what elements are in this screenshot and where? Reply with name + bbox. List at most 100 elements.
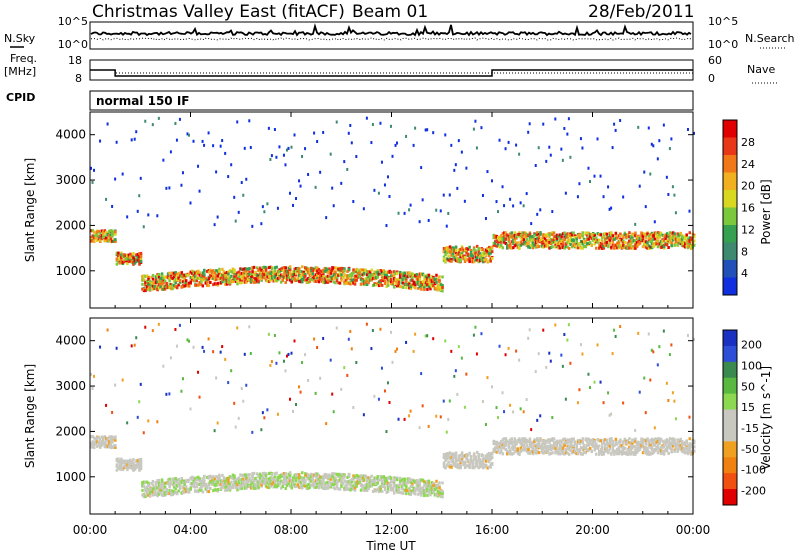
power-cell: [93, 236, 96, 240]
power-cell: [423, 277, 426, 281]
power-cell: [512, 204, 515, 208]
power-cell: [379, 121, 382, 125]
power-cell: [445, 257, 449, 261]
power-cell: [376, 275, 379, 279]
velocity-cell: [248, 473, 251, 477]
velocity-cell: [278, 351, 281, 355]
velocity-cell: [386, 489, 390, 493]
power-cell: [305, 269, 309, 273]
power-cell: [340, 273, 343, 277]
power-cell: [374, 283, 378, 287]
velocity-cell: [325, 481, 328, 485]
power-cell: [201, 139, 204, 143]
velocity-cell: [287, 477, 290, 481]
power-cell: [273, 277, 277, 281]
velocity-cell: [298, 476, 301, 480]
power-cell: [572, 240, 575, 244]
power-cell: [195, 283, 199, 287]
power-cell: [209, 280, 212, 284]
velocity-cell: [343, 479, 346, 483]
velocity-cell: [433, 492, 437, 496]
velocity-cell: [462, 454, 465, 458]
velocity-cell: [120, 467, 123, 471]
power-cell: [180, 271, 183, 275]
power-cell: [353, 274, 357, 278]
velocity-cell: [480, 332, 483, 336]
power-cell: [566, 235, 569, 239]
power-cell: [397, 277, 401, 281]
power-cell: [478, 254, 482, 258]
velocity-cell: [527, 446, 530, 450]
velocity-cell: [258, 474, 262, 478]
power-cell: [463, 199, 466, 203]
power-cell: [635, 234, 639, 238]
velocity-cell: [203, 474, 206, 478]
velocity-cell: [126, 463, 129, 467]
power-cell: [154, 275, 158, 279]
velocity-cell: [417, 486, 420, 490]
velocity-cell: [388, 482, 391, 486]
velocity-cell: [584, 437, 587, 441]
power-cell: [560, 242, 563, 246]
velocity-cell: [151, 329, 154, 333]
velocity-cell: [607, 443, 610, 447]
velocity-cell: [481, 466, 485, 470]
power-cell: [198, 189, 201, 193]
power-cell: [542, 236, 545, 240]
velocity-cell: [213, 429, 216, 433]
velocity-cell: [447, 453, 450, 457]
velocity-cell: [114, 445, 117, 449]
power-cell: [100, 236, 104, 240]
power-cell: [570, 245, 574, 249]
power-cell: [599, 174, 602, 178]
power-cell: [282, 265, 286, 269]
power-cell: [412, 280, 416, 284]
power-cell: [245, 269, 248, 273]
power-cell: [641, 237, 645, 241]
power-cell: [394, 278, 398, 282]
power-cell: [191, 277, 194, 281]
power-cell: [105, 230, 108, 234]
power-colorbar-swatch: [723, 225, 737, 243]
power-cell: [569, 232, 572, 236]
power-cell: [209, 274, 212, 278]
power-cell: [162, 158, 165, 162]
power-cell: [304, 278, 307, 282]
power-cell: [192, 273, 196, 277]
velocity-cell: [512, 452, 515, 456]
power-cell: [512, 246, 515, 250]
velocity-cell: [210, 476, 214, 480]
power-cell: [394, 282, 398, 286]
velocity-cell: [228, 485, 232, 489]
power-cell: [215, 276, 218, 280]
velocity-cell: [258, 472, 262, 476]
power-cell: [243, 146, 246, 150]
velocity-cell: [579, 445, 583, 449]
power-cell: [439, 283, 443, 287]
power-cell: [236, 279, 239, 283]
velocity-cell: [368, 484, 372, 488]
power-cell: [581, 240, 584, 244]
power-cell: [403, 211, 406, 215]
velocity-cell: [175, 478, 179, 482]
velocity-cell: [168, 492, 171, 496]
velocity-cell: [373, 483, 376, 487]
power-cell: [157, 116, 160, 120]
power-cell: [359, 268, 363, 272]
power-cell: [591, 238, 595, 242]
velocity-cell: [424, 490, 428, 494]
power-cell: [456, 256, 459, 260]
power-cell: [93, 240, 96, 244]
power-cell: [299, 184, 302, 188]
power-cell: [409, 203, 412, 207]
velocity-cell: [213, 477, 217, 481]
velocity-cell: [239, 478, 242, 482]
power-cell: [290, 273, 293, 277]
velocity-cell: [255, 485, 259, 489]
power-cell: [516, 245, 520, 249]
power-cell: [403, 271, 407, 275]
power-cell: [325, 275, 328, 279]
power-cell: [658, 139, 661, 143]
power-cell: [266, 272, 269, 276]
velocity-cell: [276, 475, 280, 479]
